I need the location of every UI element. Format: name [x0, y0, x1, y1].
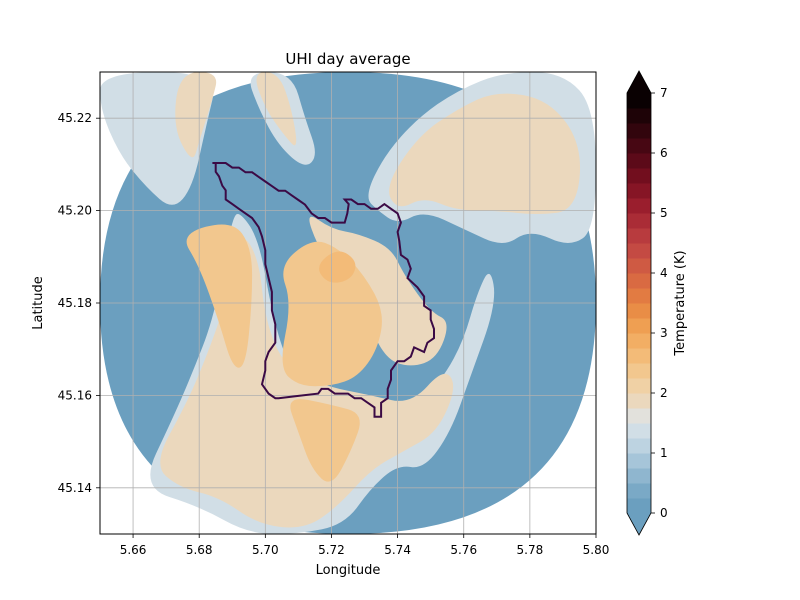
colorbar-levels	[627, 93, 651, 514]
plot-area: 5.66 5.68 5.70 5.72 5.74 5.76 5.78 5.80 45.1445…	[58, 71, 610, 557]
temperature-region-12	[290, 399, 360, 482]
colorbar-level-11	[627, 333, 651, 349]
chart-title: UHI day average	[285, 50, 410, 68]
y-axis-label: Latitude	[31, 276, 46, 330]
colorbar-label: Temperature (K)	[673, 250, 688, 356]
colorbar-level-21	[627, 183, 651, 199]
colorbar-tick-label: 6	[660, 146, 668, 160]
colorbar-tick-label: 0	[660, 506, 668, 520]
colorbar-level-22	[627, 168, 651, 184]
x-axis-ticks: 5.66 5.68 5.70 5.72 5.74 5.76 5.78 5.80	[120, 534, 610, 557]
colorbar-level-25	[627, 123, 651, 139]
x-axis-label: Longitude	[316, 563, 381, 578]
x-tick-label: 5.66	[120, 543, 147, 557]
colorbar-tick-label: 3	[660, 326, 668, 340]
colorbar-level-15	[627, 273, 651, 289]
colorbar-level-27	[627, 93, 651, 109]
x-tick-label: 5.70	[252, 543, 279, 557]
x-tick-label: 5.72	[318, 543, 345, 557]
colorbar-level-3	[627, 453, 651, 469]
colorbar-tick-label: 5	[660, 206, 668, 220]
temperature-region-5	[256, 72, 297, 146]
x-tick-label: 5.68	[186, 543, 213, 557]
y-tick-label: 45.16	[58, 388, 92, 402]
x-tick-label: 5.80	[583, 543, 610, 557]
y-axis-ticks: 45.14 45.16 45.18 45.20 45.22	[58, 111, 100, 495]
temperature-region-7	[389, 93, 581, 215]
x-tick-label: 5.78	[517, 543, 544, 557]
colorbar-ticks: 0 1 2 3 4 5 6 7	[651, 86, 668, 520]
temperature-region-6	[175, 72, 217, 158]
colorbar-level-12	[627, 318, 651, 334]
colorbar-level-19	[627, 213, 651, 229]
colorbar-level-14	[627, 288, 651, 304]
colorbar-level-8	[627, 378, 651, 394]
colorbar-over-extension	[627, 71, 651, 93]
y-tick-label: 45.18	[58, 296, 92, 310]
colorbar-level-5	[627, 423, 651, 439]
city-boundary-line	[212, 162, 435, 418]
x-tick-label: 5.74	[384, 543, 411, 557]
colorbar-level-20	[627, 198, 651, 214]
y-tick-label: 45.14	[58, 481, 92, 495]
colorbar-level-18	[627, 228, 651, 244]
temperature-region-10	[186, 224, 253, 368]
colorbar-level-9	[627, 363, 651, 379]
colorbar-level-2	[627, 468, 651, 484]
colorbar-under-extension	[627, 513, 651, 535]
colorbar-level-23	[627, 153, 651, 169]
colorbar-level-6	[627, 408, 651, 424]
colorbar-level-26	[627, 108, 651, 124]
colorbar-level-16	[627, 258, 651, 274]
colorbar-level-4	[627, 438, 651, 454]
x-tick-label: 5.76	[450, 543, 477, 557]
colorbar-tick-label: 2	[660, 386, 668, 400]
colorbar-tick-label: 4	[660, 266, 668, 280]
temperature-region-11	[282, 241, 382, 387]
colorbar-level-1	[627, 483, 651, 499]
colorbar-level-7	[627, 393, 651, 409]
colorbar: 0 1 2 3 4 5 6 7	[626, 70, 668, 536]
colorbar-level-10	[627, 348, 651, 364]
colorbar-level-13	[627, 303, 651, 319]
colorbar-tick-label: 7	[660, 86, 668, 100]
y-tick-label: 45.22	[58, 111, 92, 125]
colorbar-level-24	[627, 138, 651, 154]
temperature-region-13	[319, 251, 356, 283]
y-tick-label: 45.20	[58, 204, 92, 218]
colorbar-level-0	[627, 498, 651, 514]
colorbar-level-17	[627, 243, 651, 259]
colorbar-tick-label: 1	[660, 446, 668, 460]
